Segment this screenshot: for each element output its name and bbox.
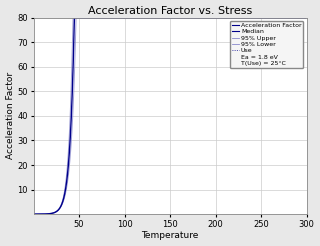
Y-axis label: Acceleration Factor: Acceleration Factor	[5, 72, 14, 159]
Title: Acceleration Factor vs. Stress: Acceleration Factor vs. Stress	[88, 6, 252, 15]
X-axis label: Temperature: Temperature	[141, 231, 199, 240]
Legend: Acceleration Factor, Median, 95% Upper, 95% Lower, Use, Ea = 1.8 eV, T(Use) = 25: Acceleration Factor, Median, 95% Upper, …	[230, 21, 303, 68]
